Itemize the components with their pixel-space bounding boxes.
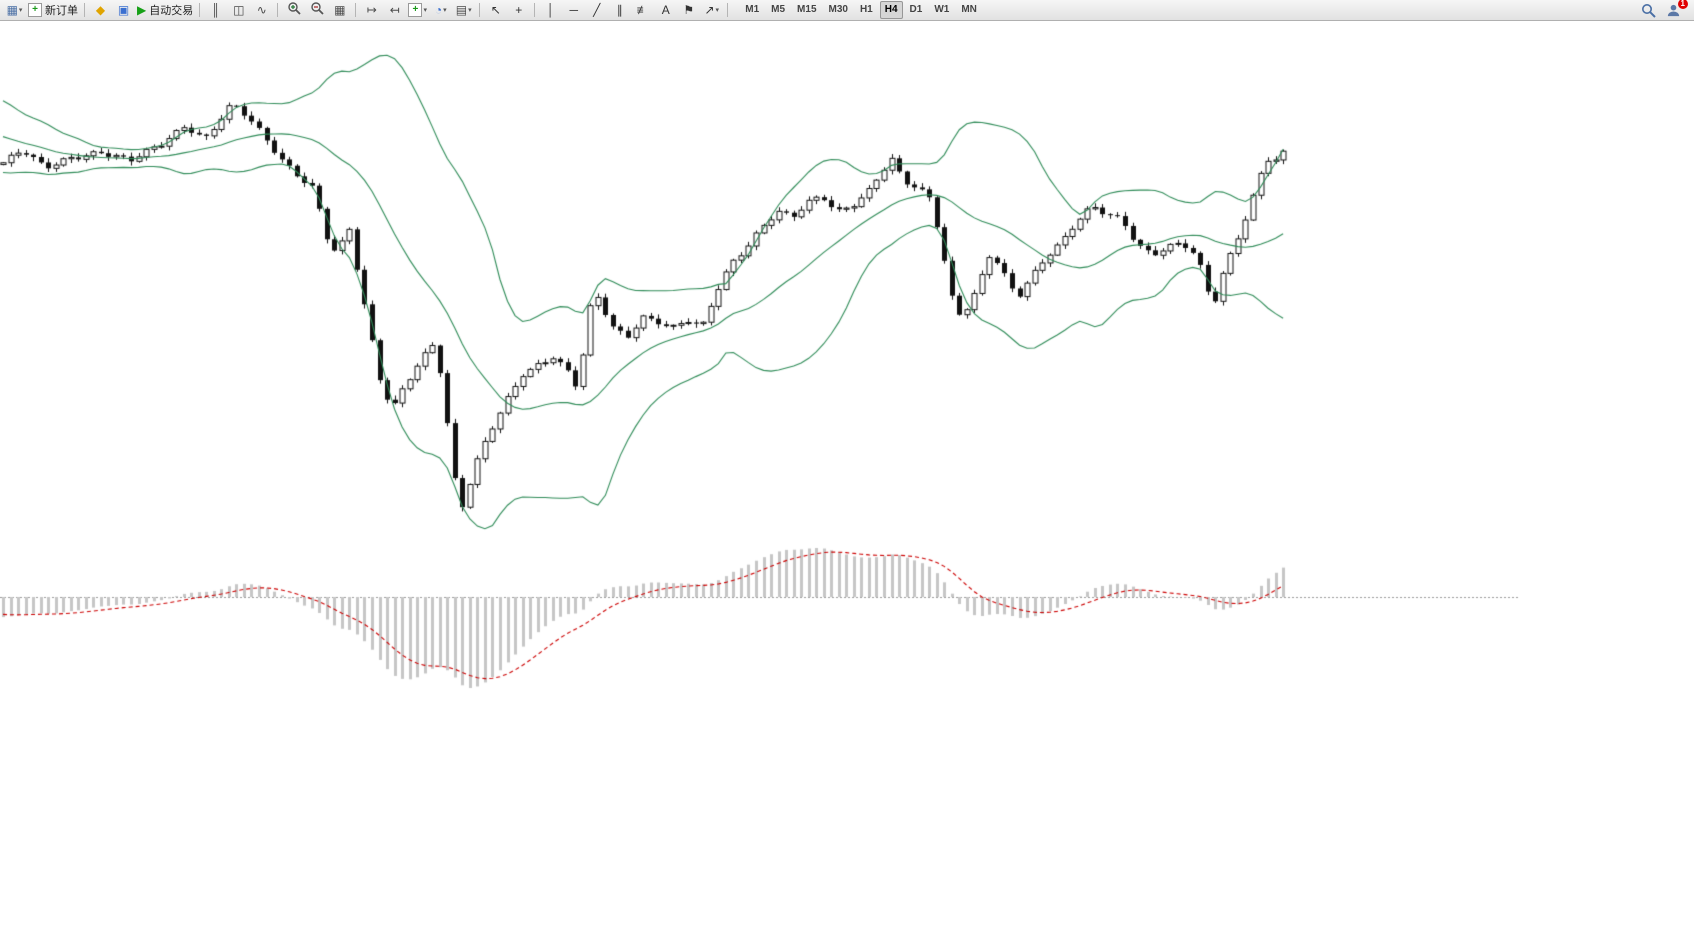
channel-icon: ∥ [616,3,623,17]
toolbar-separator [355,3,357,17]
chevron-down-icon: ▾ [443,7,447,14]
chevron-down-icon: ▾ [715,7,720,14]
indicators-button[interactable]: + ▾ [406,1,429,19]
cursor-button[interactable]: ↖ [484,1,507,19]
notification-badge: 1 [1677,0,1688,9]
timeframe-m5[interactable]: M5 [771,4,786,15]
templates-button[interactable]: ▤ ▾ [452,1,475,19]
macd-panel-canvas[interactable]: 30251.030042.029833.029624.029415.029206… [0,540,1520,697]
horizontal-line-icon: ─ [569,3,578,17]
new-order-button[interactable]: + 新订单 [26,1,80,19]
timeframe-m30[interactable]: M30 [828,4,848,15]
timeframe-h1[interactable]: H1 [859,4,873,15]
cursor-icon: ↖ [490,3,501,17]
line-chart-icon: ∿ [256,3,267,17]
autotrading-button-label: 自动交易 [149,5,194,17]
timeframe-h4[interactable]: H4 [879,1,903,19]
zoom-out-button[interactable] [305,1,328,19]
candlestick-chart-icon: ◫ [233,3,245,17]
candlestick-chart-button[interactable]: ◫ [227,1,250,19]
zoom-in-icon [287,1,301,20]
timeframe-mn[interactable]: MN [961,4,977,15]
trendline-button[interactable]: ╱ [585,1,608,19]
chevron-down-icon: ▾ [468,7,472,14]
toolbar-separator [534,3,536,17]
bar-chart-button[interactable]: ║ [204,1,227,19]
periods-icon: ◔ [434,3,443,17]
vertical-line-button[interactable]: │ [539,1,562,19]
text-label-button[interactable]: ⚑ [677,1,700,19]
line-chart-button[interactable]: ∿ [250,1,273,19]
chevron-down-icon: ▾ [423,7,427,14]
templates-icon: ▤ [455,3,468,17]
crosshair-button[interactable]: + [507,1,530,19]
tile-windows-button[interactable]: ▦ [328,1,351,19]
toolbar-separator [479,3,481,17]
arrows-button[interactable]: ↗ ▾ [700,1,723,19]
chevron-down-icon: ▾ [18,7,23,14]
timeframe-group: M1 M5 M15 M30 H1 H4 D1 W1 MN [740,1,982,19]
bar-chart-icon: ║ [211,3,220,17]
text-button[interactable]: A [654,1,677,19]
arrows-icon: ↗ [704,3,715,17]
toolbar-separator [277,3,279,17]
new-chart-icon: ▦ [6,3,18,17]
auto-scroll-button[interactable]: ↦ [360,1,383,19]
chart-shift-icon: ↤ [389,3,400,17]
main-chart-canvas[interactable] [0,22,1520,538]
toolbar-separator [84,3,85,17]
new-order-icon: + [28,3,42,17]
auto-scroll-icon: ↦ [366,3,377,17]
timeframe-w1[interactable]: W1 [934,4,950,15]
fibonacci-icon: ≢ [636,3,649,17]
zoom-out-icon [310,1,324,20]
horizontal-line-button[interactable]: ─ [562,1,585,19]
crosshair-icon: + [515,3,523,17]
periods-button[interactable]: ◔ ▾ [429,1,452,19]
text-icon: A [661,3,670,17]
channel-button[interactable]: ∥ [608,1,631,19]
timeframe-m15[interactable]: M15 [797,4,817,15]
search-icon[interactable] [1641,3,1656,18]
text-label-icon: ⚑ [683,3,695,17]
indicators-icon: + [408,3,423,17]
autotrading-icon: ▶ [137,3,147,17]
fibonacci-button[interactable]: ≢ [631,1,654,19]
mql5-button[interactable]: ▣ [112,1,135,19]
metaeditor-icon: ◆ [95,3,106,17]
toolbar-separator [199,3,201,17]
chart-shift-button[interactable]: ↤ [383,1,406,19]
timeframe-d1[interactable]: D1 [909,4,923,15]
profile-icon[interactable]: 1 [1666,0,1688,18]
trendline-icon: ╱ [593,3,601,17]
autotrading-button[interactable]: ▶ 自动交易 [135,1,195,19]
mql5-icon: ▣ [117,3,130,17]
zoom-in-button[interactable] [282,1,305,19]
metaeditor-button[interactable]: ◆ [89,1,112,19]
chart-window: 30251.030042.029833.029624.029415.029206… [0,21,1694,945]
toolbar: ▦ ▾ + 新订单 ◆ ▣ ▶ 自动交易 ║ ◫ ∿ ▦ ↦ ↤ + ▾ ◔ ▾ ▤ ▾ ↖ + │ ─ ╱ ∥ ≢ A ⚑ ↗ ▾ M1 M5… [0,0,1694,21]
new-order-button-label: 新订单 [45,5,78,17]
timeframe-m1[interactable]: M1 [745,4,760,15]
new-chart-button[interactable]: ▦ ▾ [3,1,26,19]
tile-windows-icon: ▦ [334,3,346,17]
vertical-line-icon: │ [546,3,555,17]
toolbar-separator [727,3,729,17]
toolbar-right: 1 [1641,0,1691,18]
